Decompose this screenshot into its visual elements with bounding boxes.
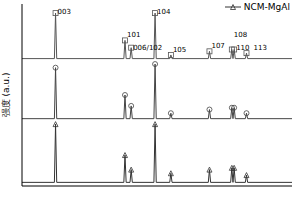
svg-text:113: 113 — [254, 44, 267, 52]
svg-text:104: 104 — [157, 8, 171, 16]
svg-text:003: 003 — [58, 8, 71, 16]
svg-text:006/102: 006/102 — [133, 44, 162, 52]
svg-text:105: 105 — [173, 46, 186, 54]
svg-text:110: 110 — [236, 44, 249, 52]
svg-text:101: 101 — [127, 31, 140, 39]
svg-text:107: 107 — [211, 42, 224, 50]
html-text:NCM-MgAl: NCM-MgAl — [243, 2, 290, 12]
svg-text:108: 108 — [234, 31, 247, 39]
svg-text:强度 (a.u.): 强度 (a.u.) — [8, 73, 11, 118]
